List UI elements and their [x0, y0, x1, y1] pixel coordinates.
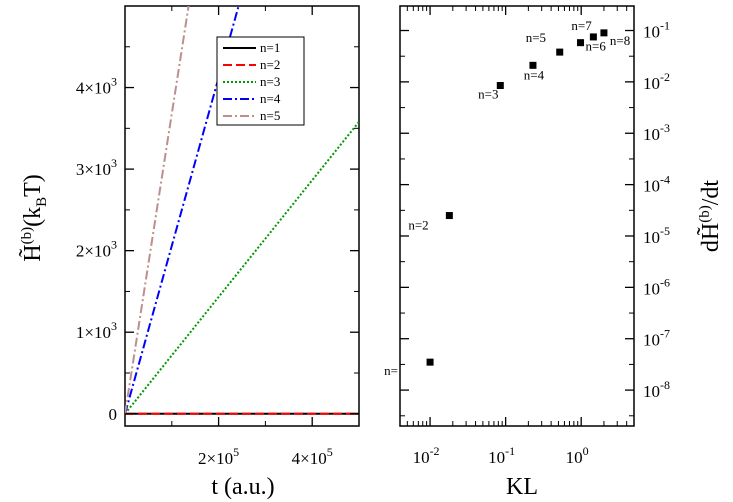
legend-label-n=5: n=5	[260, 108, 280, 123]
data-point-n=3	[496, 82, 504, 90]
right-y-tick-label: 10-4	[643, 173, 670, 196]
data-point-n=7	[589, 33, 597, 41]
point-label-n=5: n=5	[526, 30, 546, 45]
series-line-n=5	[125, 6, 190, 414]
svg-text:H̃(b)(kBT): H̃(b)(kBT)	[18, 174, 50, 262]
right-x-tick-label: 10-1	[488, 444, 515, 467]
right-y-tick-label: 10-3	[643, 121, 670, 144]
data-point-n=8	[600, 29, 608, 37]
right-ylabel-end: /dt	[698, 180, 724, 206]
point-label-n=3: n=3	[478, 87, 498, 102]
right-y-tick-label: 10-7	[643, 327, 670, 350]
left-y-tick-label: 0	[109, 405, 118, 424]
left-y-tick-label: 2×103	[76, 238, 117, 261]
right-y-axis-label: dH̃(b)/dt	[696, 180, 724, 253]
legend-label-n=1: n=1	[260, 40, 280, 55]
legend-label-n=4: n=4	[260, 91, 281, 106]
data-point-n=	[426, 358, 434, 366]
left-x-tick-label: 4×105	[292, 445, 333, 468]
point-label-n=4: n=4	[524, 67, 545, 82]
right-ylabel-main: dH̃	[696, 223, 724, 252]
legend: n=1 n=2 n=3 n=4 n=5	[216, 36, 305, 126]
right-y-tick-label: 10-2	[643, 70, 670, 93]
right-panel: n=n=2n=3n=4n=5n=6n=7n=8 10-2 10-1 10010-11…	[384, 5, 724, 500]
right-plot-frame	[399, 5, 635, 427]
left-plot-frame	[124, 5, 360, 427]
left-ticks: 2×105 4×105 0 1×103 2×103 3×103 4×103	[76, 6, 359, 468]
left-y-tick-label: 3×103	[76, 156, 117, 179]
right-ticks: 10-2 10-1 100 10-1 10-2 10-3 10-4 10-5 10-6 10-7 1…	[399, 6, 670, 467]
data-point-n=6	[577, 39, 585, 47]
point-label-n=8: n=8	[610, 33, 630, 48]
data-point-n=2	[445, 212, 453, 220]
left-y-tick-label: 4×103	[76, 75, 117, 98]
legend-label-n=2: n=2	[260, 57, 280, 72]
left-ylabel-sup: (b)	[19, 227, 35, 245]
left-x-axis-label: t (a.u.)	[211, 474, 274, 500]
right-y-tick-label: 10-5	[643, 224, 670, 247]
left-ylabel-main: H̃	[18, 244, 46, 261]
right-x-axis-label: KL	[506, 474, 538, 500]
right-x-tick-label: 100	[566, 444, 589, 467]
right-points: n= n=2 n=3 n=4 n=5 n=6 n=7 n=8	[384, 18, 630, 378]
series-line-n=3	[125, 121, 359, 415]
point-label-n=6: n=6	[586, 39, 607, 54]
svg-text:dH̃(b)/dt: dH̃(b)/dt	[696, 180, 724, 253]
left-ylabel-sub: B	[34, 197, 50, 207]
data-point-n=5	[556, 48, 564, 56]
legend-label-n=3: n=3	[260, 74, 280, 89]
right-y-tick-label: 10-6	[643, 275, 670, 298]
data-point-n=4	[529, 61, 537, 69]
point-label-n=7: n=7	[571, 18, 592, 33]
left-x-tick-label: 2×105	[198, 445, 239, 468]
right-y-tick-label: 10-1	[643, 19, 670, 42]
left-y-tick-label: 1×103	[76, 319, 117, 342]
left-y-axis-label: H̃(b)(kBT)	[18, 174, 50, 262]
point-label-n=: n=	[384, 363, 398, 378]
right-x-tick-label: 10-2	[413, 444, 440, 467]
left-ylabel-rest: (k	[20, 207, 46, 227]
right-y-tick-label: 10-8	[643, 378, 670, 401]
point-label-n=2: n=2	[408, 218, 428, 233]
right-ylabel-sup: (b)	[697, 205, 713, 223]
left-ylabel-end: T)	[20, 174, 46, 197]
